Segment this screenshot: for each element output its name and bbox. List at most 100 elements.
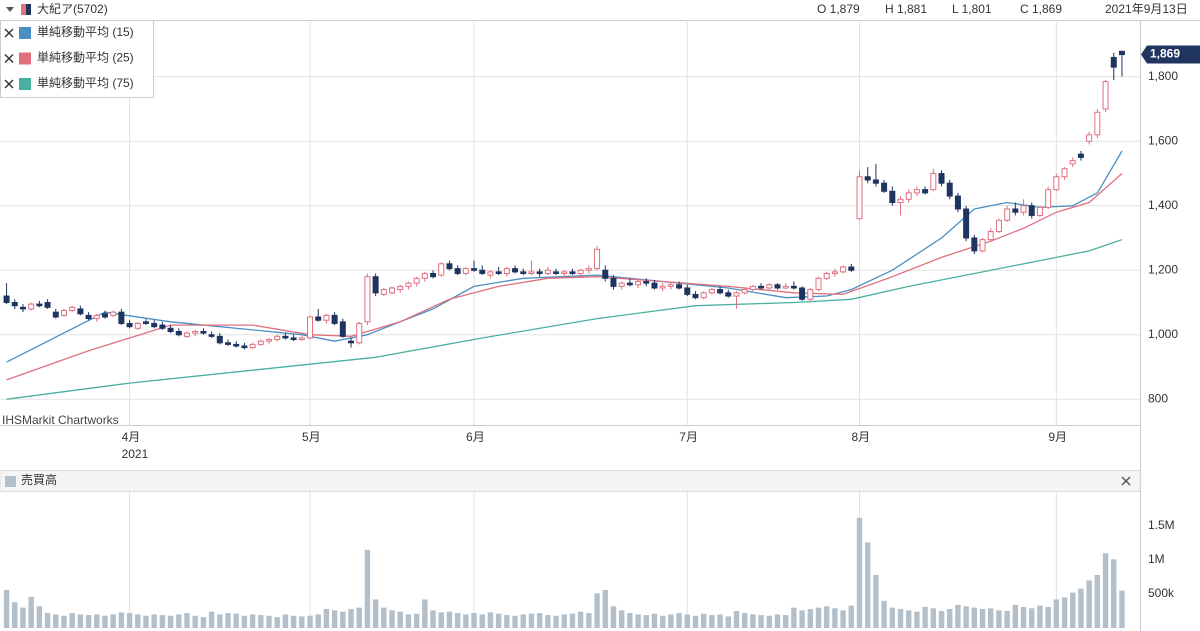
volume-bar: [774, 614, 781, 628]
volume-bar: [176, 614, 182, 628]
candle-body: [1004, 208, 1011, 221]
candle-body: [815, 277, 822, 291]
volume-bar: [684, 614, 690, 628]
volume-bar: [3, 589, 10, 628]
legend-remove[interactable]: [4, 54, 14, 63]
volume-bar: [1070, 592, 1076, 628]
volume-bar: [454, 613, 461, 628]
legend-swatch: [19, 78, 31, 90]
candle-body: [782, 285, 789, 289]
candle-body: [52, 311, 59, 318]
volume-bar: [1119, 590, 1125, 628]
volume-bar: [290, 615, 297, 628]
volume-bar: [151, 614, 157, 628]
volume-bar: [143, 615, 149, 628]
y-tick-label: 1M: [1148, 552, 1165, 566]
volume-bar: [69, 613, 75, 628]
volume-bar: [184, 613, 190, 628]
candle-body: [216, 335, 223, 344]
candle-body: [725, 292, 732, 297]
x-tick-label: 5月: [302, 430, 321, 444]
volume-bar: [487, 612, 494, 628]
candle-body: [307, 316, 314, 339]
candle-body: [766, 284, 773, 289]
candle-body: [315, 316, 322, 321]
dropdown-icon[interactable]: [6, 7, 14, 12]
volume-bar: [741, 613, 748, 628]
candle-body: [192, 331, 199, 334]
legend-remove[interactable]: [4, 79, 14, 89]
candle-body: [93, 314, 100, 320]
volume-bar: [643, 615, 649, 628]
volume-bar: [725, 616, 731, 628]
volume-bar: [988, 608, 994, 628]
volume-bar: [118, 612, 125, 628]
close-button[interactable]: [1121, 476, 1131, 486]
volume-bar: [307, 615, 313, 628]
candle-body: [708, 289, 715, 294]
volume-bar: [233, 613, 239, 628]
candle-body: [790, 285, 797, 289]
volume-bar: [282, 614, 289, 628]
legend-remove[interactable]: [4, 28, 14, 38]
candle-body: [1036, 206, 1043, 216]
legend-label: 単純移動平均 (15): [37, 25, 134, 39]
volume-bar: [159, 615, 166, 628]
candle-body: [922, 189, 929, 194]
volume-bar: [947, 608, 953, 628]
volume-bar: [528, 613, 535, 628]
volume-bar: [372, 599, 379, 628]
candle-body: [938, 173, 945, 184]
candle-body: [774, 284, 781, 289]
volume-bar: [717, 614, 723, 628]
candle-body: [667, 284, 674, 287]
volume-bar: [897, 608, 904, 628]
plot-area: [0, 22, 1140, 628]
symbol: 大紀ア(5702): [37, 2, 108, 16]
candle-body: [290, 337, 297, 341]
candle-body: [282, 335, 289, 339]
candle-body: [101, 313, 108, 318]
volume-bar: [53, 614, 59, 628]
volume-bar: [692, 615, 699, 628]
volume-bar: [635, 614, 641, 628]
high-value: H 1,881: [885, 2, 927, 16]
volume-bar: [241, 615, 248, 628]
candle-body: [823, 272, 830, 279]
candle-body: [717, 289, 724, 294]
volume-bar: [799, 610, 805, 628]
candle-body: [421, 272, 428, 279]
volume-bar: [889, 607, 896, 628]
candle-body: [1028, 205, 1035, 216]
volume-bar: [758, 615, 764, 628]
volume-bar: [971, 607, 978, 628]
candle-body: [528, 271, 535, 274]
volume-bar: [1045, 606, 1051, 628]
candle-body: [840, 266, 847, 273]
volume-bar: [20, 607, 26, 628]
volume-bar: [832, 608, 838, 628]
candle-body: [110, 311, 117, 316]
candle-body: [659, 285, 666, 289]
remove-icon: [4, 28, 14, 38]
candle-body: [454, 268, 461, 274]
candle-body: [684, 287, 691, 295]
ma-line: [6, 150, 1123, 363]
candle-body: [134, 322, 141, 329]
candle-body: [946, 182, 953, 197]
volume-bar: [266, 615, 272, 628]
volume-bar: [1078, 588, 1084, 628]
volume-bar: [356, 607, 362, 628]
candle-body: [889, 190, 896, 204]
volume-bar: [659, 615, 666, 628]
candle-body: [28, 303, 35, 310]
candle-body: [225, 342, 231, 345]
candle-body: [208, 334, 215, 337]
candle-body: [651, 282, 658, 289]
volume-bar: [577, 611, 584, 628]
volume-bar: [791, 607, 797, 628]
volume-bar: [553, 615, 559, 628]
candle-body: [954, 195, 961, 210]
candle-body: [323, 314, 330, 321]
volume-bar: [1012, 604, 1019, 628]
